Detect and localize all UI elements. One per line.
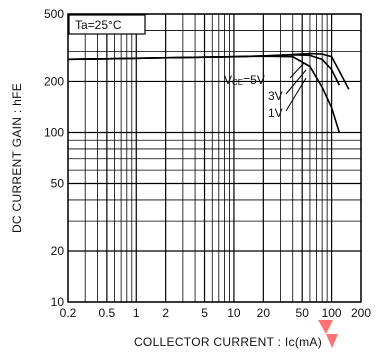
- x-tick-label: 200: [351, 306, 371, 320]
- x-tick-label: 5: [201, 306, 208, 320]
- x-tick-label: 0.2: [60, 306, 77, 320]
- series-label-ce: CE: [232, 78, 243, 87]
- y-tick-label: 500: [44, 7, 64, 21]
- svg-text:VCE=5V: VCE=5V: [224, 73, 265, 87]
- series-label-1v: 1V: [268, 106, 283, 120]
- annotation-box: Ta=25°C: [68, 14, 146, 35]
- y-tick-label: 10: [51, 295, 65, 309]
- y-tick-label: 50: [51, 177, 65, 191]
- series-label-5v: =5V: [243, 73, 265, 87]
- series-line-2: [67, 55, 341, 133]
- plot-frame: [67, 13, 362, 303]
- series-labels: VCE=5V 3V 1V: [224, 73, 283, 120]
- curves: [67, 52, 350, 133]
- y-tick-label: 200: [44, 74, 64, 88]
- series-label-v: V: [224, 73, 232, 87]
- y-axis-title: DC CURRENT GAIN : hFE: [10, 83, 24, 233]
- annotation-text: Ta=25°C: [75, 18, 122, 32]
- x-tick-label: 50: [296, 306, 310, 320]
- x-tick-label: 2: [162, 306, 169, 320]
- x-tick-label: 10: [227, 306, 241, 320]
- x-axis-title: COLLECTOR CURRENT : Ic(mA): [134, 335, 322, 349]
- series-label-3v: 3V: [268, 89, 283, 103]
- x-tick-label: 0.5: [99, 306, 116, 320]
- x-tick-labels: 0.2 0.5 1 2 5 10 20 50 100 200: [60, 306, 372, 320]
- x-tick-label: 20: [257, 306, 271, 320]
- y-tick-labels: 10 20 50 100 200 500: [44, 7, 64, 309]
- x-tick-label: 1: [133, 306, 140, 320]
- grid: [67, 13, 362, 303]
- x-tick-label: 100: [322, 306, 342, 320]
- y-tick-label: 100: [44, 125, 64, 139]
- leader-lines: [285, 62, 307, 112]
- y-tick-label: 20: [51, 244, 65, 258]
- watermark: [318, 320, 338, 348]
